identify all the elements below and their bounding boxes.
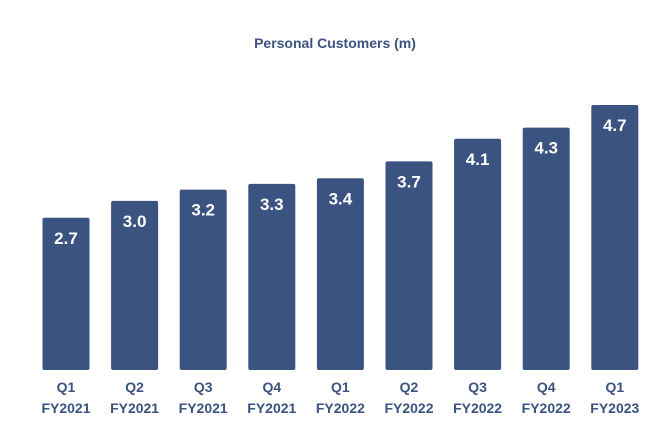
x-tick-quarter-8: Q1 <box>605 379 624 395</box>
x-tick-quarter-4: Q1 <box>331 379 350 395</box>
bars-group <box>42 105 639 370</box>
x-tick-quarter-0: Q1 <box>57 379 76 395</box>
x-tick-year-4: FY2022 <box>316 400 365 416</box>
bar-value-label-5: 3.7 <box>397 172 421 191</box>
bar-4 <box>316 178 364 370</box>
bar-2 <box>179 189 227 370</box>
x-tick-quarter-2: Q3 <box>194 379 213 395</box>
x-tick-year-7: FY2022 <box>522 400 571 416</box>
bar-6 <box>454 138 502 370</box>
bar-value-label-0: 2.7 <box>54 229 78 248</box>
chart-title: Personal Customers (m) <box>254 35 416 51</box>
x-tick-quarter-5: Q2 <box>400 379 419 395</box>
bar-value-label-4: 3.4 <box>329 189 353 208</box>
x-tick-year-8: FY2023 <box>590 400 639 416</box>
x-tick-year-5: FY2022 <box>384 400 433 416</box>
value-labels-group: 2.7 3.0 3.2 3.3 3.4 3.7 4.1 4.3 4.7 <box>54 116 626 248</box>
x-tick-year-6: FY2022 <box>453 400 502 416</box>
x-tick-quarter-3: Q4 <box>262 379 281 395</box>
x-tick-quarter-1: Q2 <box>125 379 144 395</box>
bar-1 <box>111 200 159 370</box>
bar-value-label-7: 4.3 <box>534 139 558 158</box>
bar-3 <box>248 183 296 370</box>
x-tick-year-0: FY2021 <box>41 400 90 416</box>
bar-5 <box>385 161 433 370</box>
bar-value-label-1: 3.0 <box>123 212 147 231</box>
bar-value-label-3: 3.3 <box>260 195 284 214</box>
bar-value-label-8: 4.7 <box>603 116 627 135</box>
x-tick-year-1: FY2021 <box>110 400 159 416</box>
x-tick-year-2: FY2021 <box>179 400 228 416</box>
x-tick-quarter-7: Q4 <box>537 379 556 395</box>
bar-0 <box>42 217 90 370</box>
bar-7 <box>522 127 570 370</box>
bar-8 <box>591 105 639 370</box>
bar-value-label-2: 3.2 <box>191 201 215 220</box>
bar-value-label-6: 4.1 <box>466 150 490 169</box>
x-axis-tick-labels: Q1 FY2021 Q2 FY2021 Q3 FY2021 Q4 FY2021 Q1 FY2022… <box>41 379 639 416</box>
x-tick-year-3: FY2021 <box>247 400 296 416</box>
x-tick-quarter-6: Q3 <box>468 379 487 395</box>
